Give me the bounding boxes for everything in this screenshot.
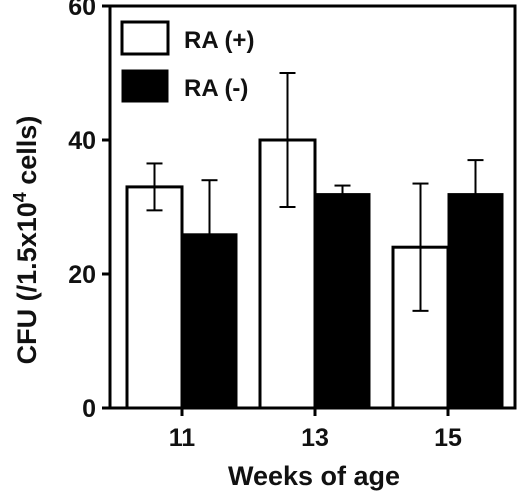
y-tick-label-40: 40 [68, 127, 96, 155]
y-axis-title-suffix: cells) [12, 116, 42, 193]
x-axis-title: Weeks of age [228, 461, 400, 491]
y-axis-title-prefix: CFU (/1.5x10 [12, 202, 42, 364]
legend-label-ra-plus: RA (+) [184, 27, 254, 54]
y-tick-label-60: 60 [68, 0, 96, 21]
bar-ra-minus-11 [181, 233, 238, 409]
legend-swatch-ra-plus [120, 20, 170, 56]
y-axis-title-exponent: 4 [10, 192, 30, 202]
legend: RA (+) RA (-) [120, 20, 254, 103]
bar-ra-minus-15 [447, 193, 504, 409]
y-axis-title: CFU (/1.5x104 cells) [10, 116, 42, 365]
legend-label-ra-minus: RA (-) [184, 75, 248, 102]
x-tick-label-13: 13 [301, 424, 329, 452]
y-tick-label-0: 0 [82, 395, 96, 423]
bar-ra-minus-13 [314, 193, 371, 409]
plot-area: 0 20 40 60 11 13 15 [68, 0, 517, 452]
legend-swatch-ra-minus [121, 69, 169, 103]
bar-ra-plus-11 [125, 185, 184, 410]
x-tick-label-11: 11 [169, 424, 196, 452]
x-tick-label-15: 15 [434, 424, 462, 452]
y-tick-label-20: 20 [68, 261, 96, 289]
